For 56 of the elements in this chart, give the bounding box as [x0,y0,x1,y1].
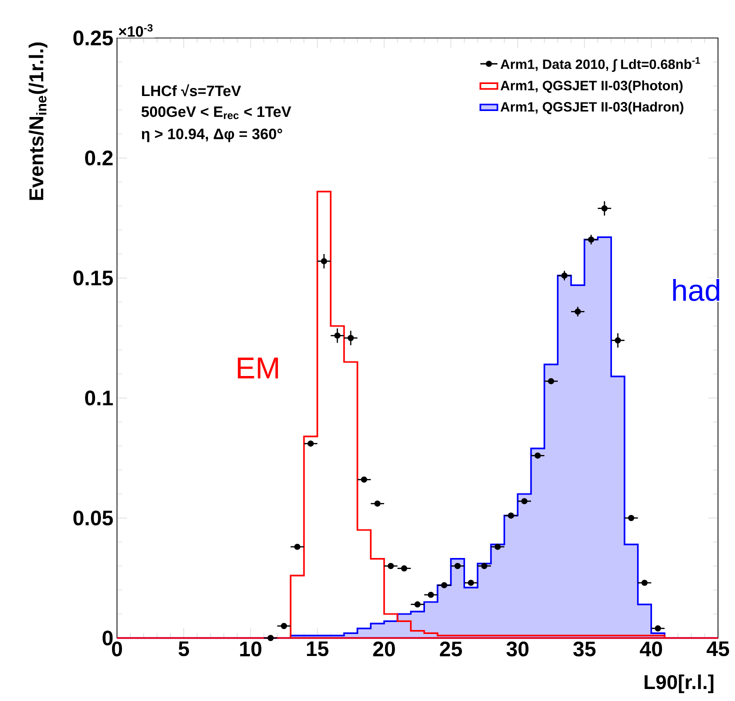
point [614,337,621,344]
y-tick-label: 0.2 [85,150,113,166]
point [534,452,541,459]
point [601,205,608,212]
x-tick-label: 30 [506,642,528,656]
point [308,440,314,447]
legend-label: Arm1, QGSJET II-03(Photon) [500,80,683,94]
point [267,634,274,642]
point [481,562,488,570]
point [374,500,381,507]
point [654,625,662,632]
point [628,514,634,522]
annotation: had [673,278,720,302]
point [561,272,568,279]
x-axis-title: L90[r.l.] [644,674,714,694]
x-tick-label: 35 [573,642,596,656]
x-tick-label: 45 [706,642,730,656]
legend-label: Arm1, QGSJET II-03(Hadron) [500,102,684,114]
point [574,308,581,315]
y-tick-label: 0 [102,630,113,646]
y-axis-title: Events/N$_{ine}$(/1r.l.) [28,42,48,200]
point [454,562,461,570]
x-tick-label: 15 [306,642,328,656]
point [588,236,594,243]
point [521,498,528,504]
point [508,512,514,519]
point [280,622,288,630]
point [548,378,554,384]
point [360,476,368,483]
point [641,580,648,586]
point [348,334,354,342]
point [494,544,501,550]
y-tick-label: 0.25 [73,30,113,46]
x-tick-label: 5 [178,642,190,656]
point [428,592,434,598]
point [401,565,408,572]
point [414,601,421,608]
annotation: 500GeV < E$_{rec}$ < 1TeV [141,106,292,120]
point [334,332,340,339]
x-tick-label: 10 [240,642,262,656]
x-tick-label: 25 [440,642,462,656]
x-tick-label: 40 [640,642,662,656]
annotation: LHCf √s=7TeV [142,84,241,96]
point [468,580,474,586]
text: ×10$^{-3}$ [118,24,153,37]
annotation: η > 10.94, Δφ = 360° [142,128,282,142]
point [441,582,448,588]
point [320,258,328,264]
legend-label: Arm1, Data 2010, ∫ Ldt=0.68nb$^{-1}$ [500,57,700,72]
y-tick-label: 0.15 [73,270,113,286]
point [388,562,394,570]
y-tick-label: 0.1 [85,390,113,406]
x-tick-label: 20 [373,642,395,656]
annotation: EM [238,358,278,378]
y-tick-label: 0.05 [73,510,113,526]
point [294,544,300,550]
